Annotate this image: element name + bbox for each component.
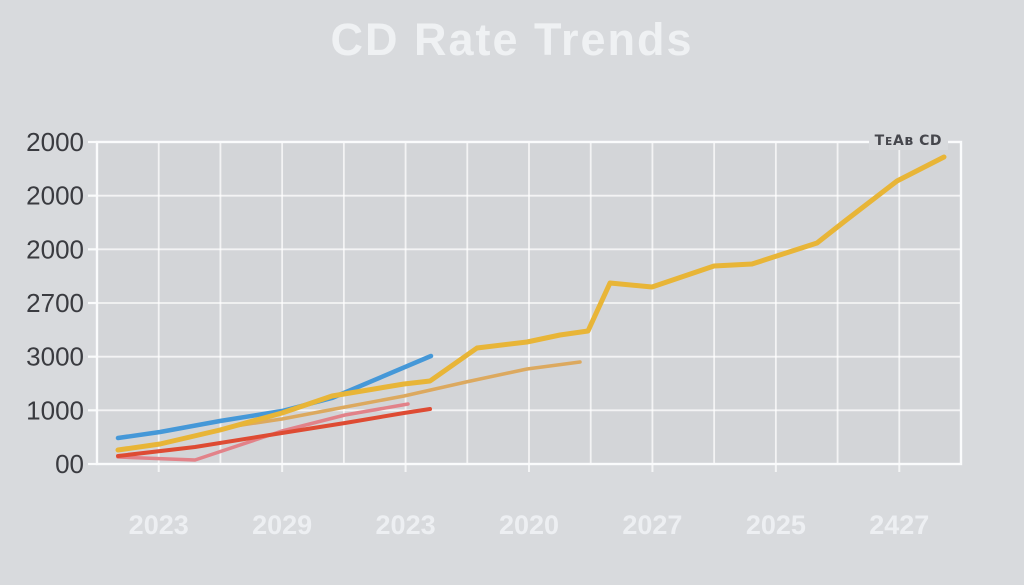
y-tick-label: 2000	[26, 234, 84, 264]
x-tick-label: 2025	[746, 510, 806, 540]
x-tick-label: 2023	[376, 510, 436, 540]
y-tick-label: 00	[55, 449, 84, 479]
x-tick-label: 2427	[869, 510, 929, 540]
y-tick-label: 2000	[26, 127, 84, 157]
legend-label: TᴇAʙ CD	[868, 132, 948, 150]
x-tick-label: 2029	[252, 510, 312, 540]
series-line-red	[116, 407, 432, 458]
series-line-tan	[233, 360, 582, 428]
plot-border	[95, 140, 963, 466]
y-tick-label: 2000	[26, 181, 84, 211]
chart-title: CD Rate Trends	[330, 14, 694, 65]
x-tick-label: 2020	[499, 510, 559, 540]
y-tick-label: 3000	[26, 342, 84, 372]
y-tick-label: 2700	[26, 288, 84, 318]
y-tick-label: 1000	[26, 395, 84, 425]
x-tick-label: 2023	[129, 510, 189, 540]
x-tick-label: 2027	[622, 510, 682, 540]
series-line-gold	[115, 154, 947, 453]
